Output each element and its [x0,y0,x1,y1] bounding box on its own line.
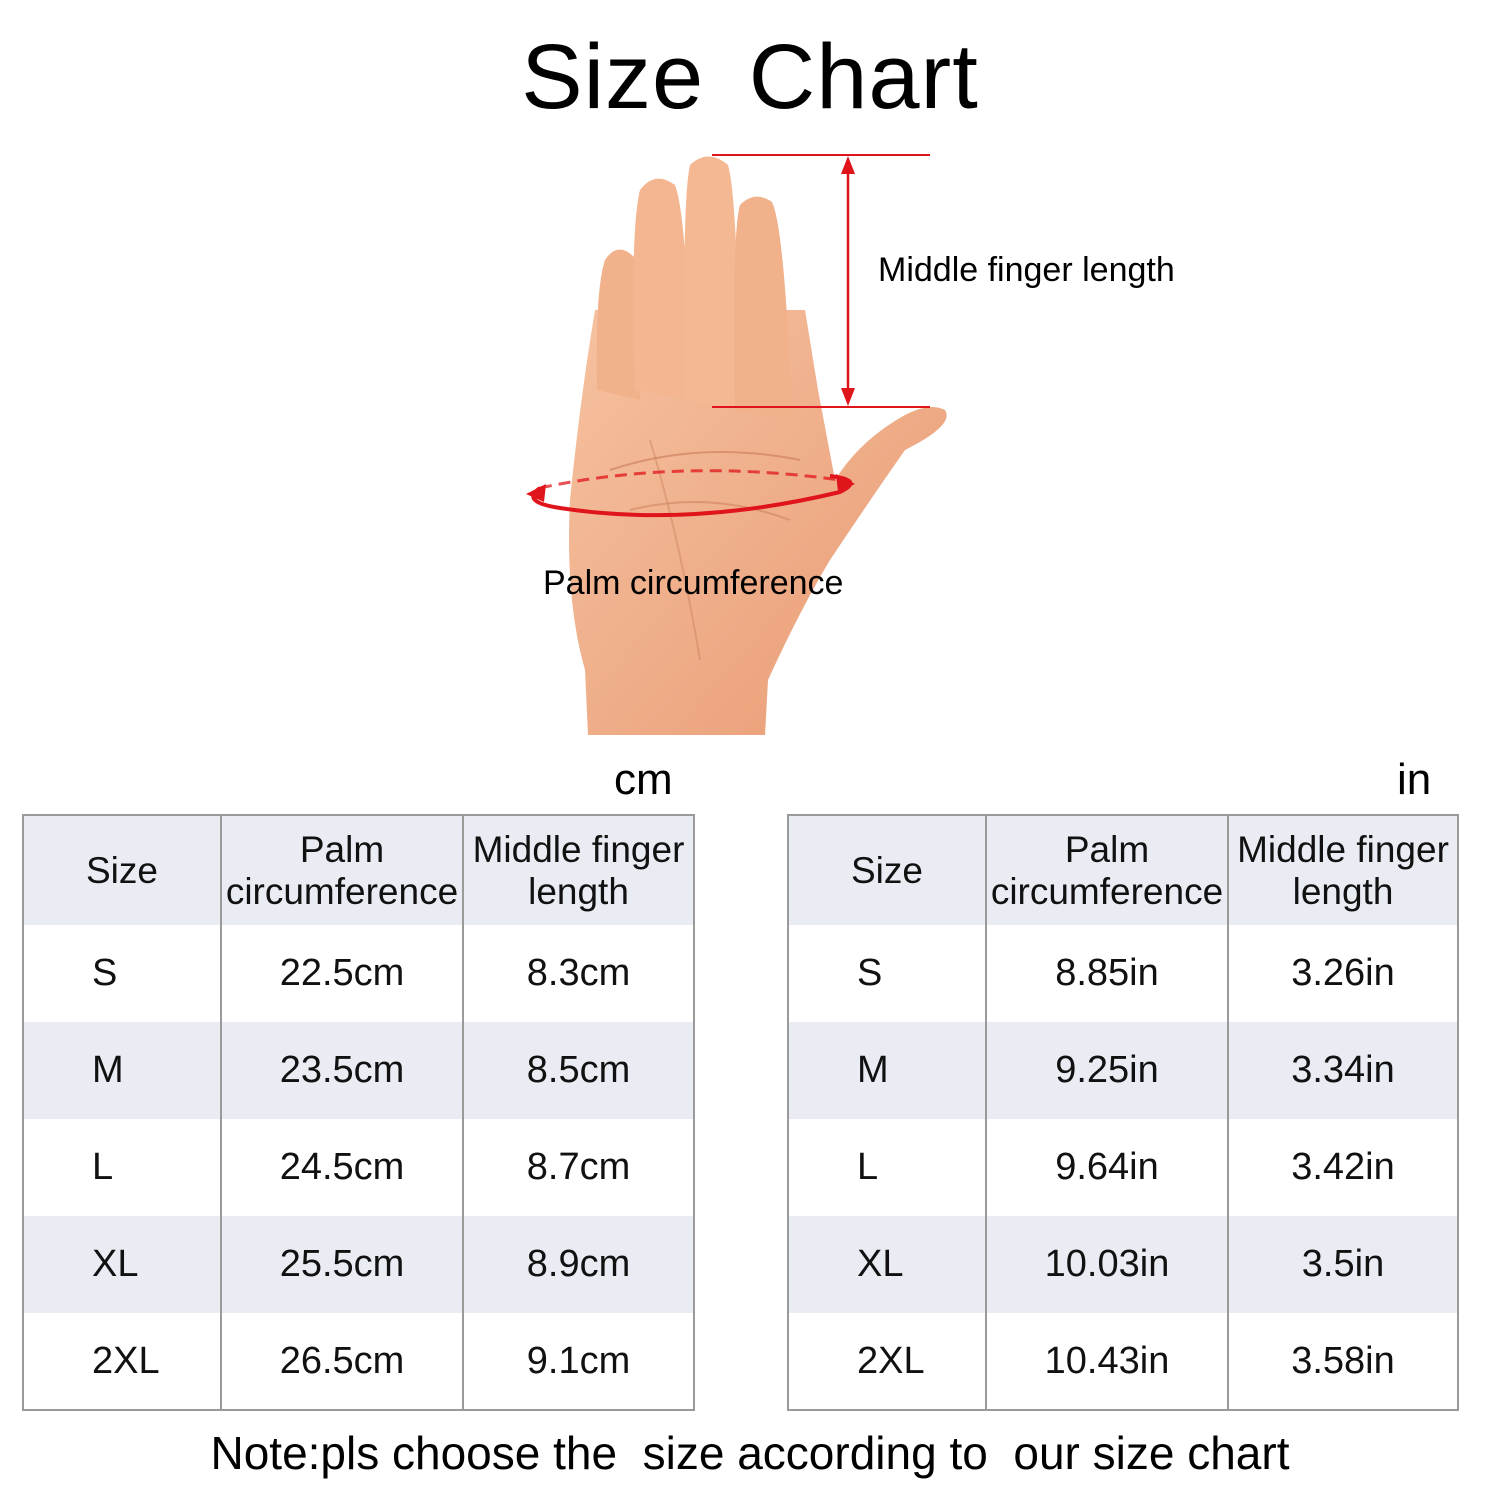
size-note: Note:pls choose the size according to ou… [210,1427,1290,1479]
palm-cell: 9.25in [985,1022,1229,1119]
finger-cell: 9.1cm [462,1313,695,1410]
palm-cell: 8.85in [985,925,1229,1022]
palm-cell: 22.5cm [220,925,464,1022]
table-row: M 9.25in 3.34in [787,1022,1459,1119]
palm-cell: 26.5cm [220,1313,464,1410]
finger-cell: 3.5in [1227,1216,1459,1313]
table-row: 2XL 26.5cm 9.1cm [22,1313,695,1410]
table-row: XL 25.5cm 8.9cm [22,1216,695,1313]
palm-circumference-label: Palm circumference [543,564,844,602]
table-row: L 24.5cm 8.7cm [22,1119,695,1216]
size-table-in: Size Palm circumference Middle finger le… [787,814,1459,1411]
finger-cell: 3.26in [1227,925,1459,1022]
table-header-row: Size Palm circumference Middle finger le… [22,815,695,925]
finger-cell: 3.34in [1227,1022,1459,1119]
table-row: S 22.5cm 8.3cm [22,925,695,1022]
finger-cell: 8.5cm [462,1022,695,1119]
header-size: Size [22,815,222,925]
size-cell: S [787,925,987,1022]
arrow-right-icon [836,474,855,492]
unit-label-cm: cm [614,755,673,804]
table-row: M 23.5cm 8.5cm [22,1022,695,1119]
page-title: Size Chart [521,26,979,128]
size-cell: XL [22,1216,222,1313]
arrow-left-icon [526,484,546,502]
table-row: 2XL 10.43in 3.58in [787,1313,1459,1410]
header-size: Size [787,815,987,925]
hand-measurement-diagram [526,154,947,735]
finger-cell: 3.42in [1227,1119,1459,1216]
middle-finger-label: Middle finger length [878,251,1175,289]
palm-cell: 24.5cm [220,1119,464,1216]
size-cell: M [22,1022,222,1119]
size-cell: M [787,1022,987,1119]
little-finger [596,249,642,400]
size-table-cm: Size Palm circumference Middle finger le… [22,814,695,1411]
size-cell: XL [787,1216,987,1313]
palm-cell: 23.5cm [220,1022,464,1119]
arrow-up-icon [841,156,855,174]
size-cell: 2XL [787,1313,987,1410]
table-row: XL 10.03in 3.5in [787,1216,1459,1313]
table-header-row: Size Palm circumference Middle finger le… [787,815,1459,925]
size-cell: L [787,1119,987,1216]
header-palm: Palm circumference [220,815,464,925]
table-row: S 8.85in 3.26in [787,925,1459,1022]
palm-cell: 10.03in [985,1216,1229,1313]
unit-label-in: in [1397,755,1432,804]
palm-cell: 9.64in [985,1119,1229,1216]
finger-cell: 3.58in [1227,1313,1459,1410]
finger-cell: 8.9cm [462,1216,695,1313]
table-row: L 9.64in 3.42in [787,1119,1459,1216]
size-cell: 2XL [22,1313,222,1410]
finger-cell: 8.7cm [462,1119,695,1216]
size-cell: L [22,1119,222,1216]
ring-finger [633,178,690,400]
header-middle-finger: Middle finger length [462,815,695,925]
palm-shape [569,310,947,735]
middle-finger [684,156,740,410]
arrow-down-icon [841,388,855,406]
hand-illustration [500,140,1020,740]
header-middle-finger: Middle finger length [1227,815,1459,925]
size-cell: S [22,925,222,1022]
palm-cell: 25.5cm [220,1216,464,1313]
palm-cell: 10.43in [985,1313,1229,1410]
finger-cell: 8.3cm [462,925,695,1022]
header-palm: Palm circumference [985,815,1229,925]
index-finger [734,196,792,420]
